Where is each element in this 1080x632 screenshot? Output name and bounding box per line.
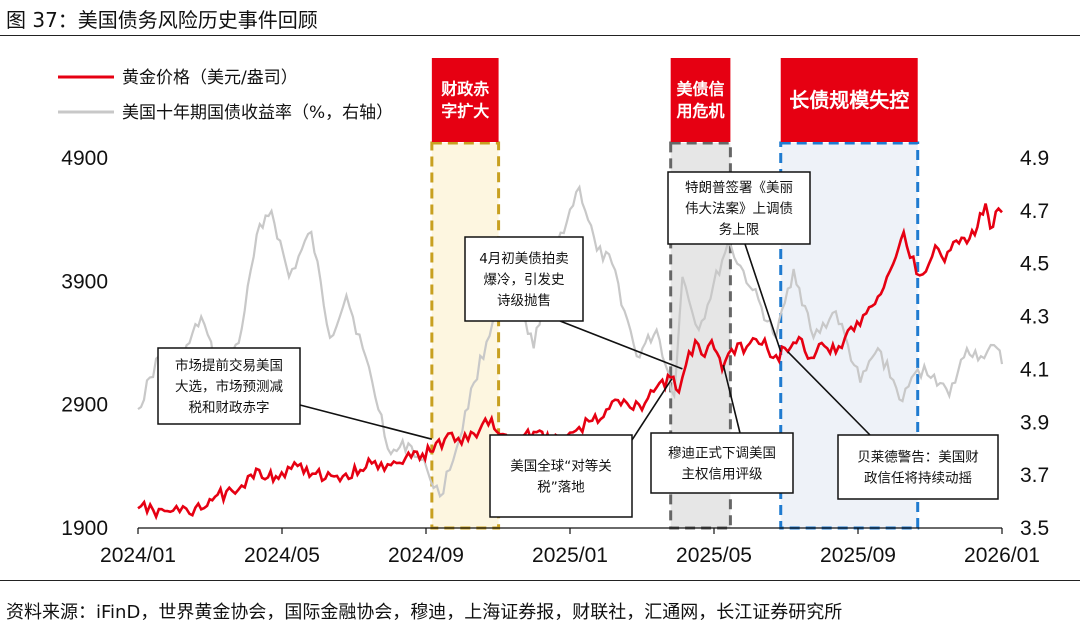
annotation-6: 贝莱德警告：美国财政信任将持续动摇 [837, 434, 999, 500]
source-note: 资料来源：iFinD，世界黄金协会，国际金融协会，穆迪，上海证券报，财联社，汇通… [6, 602, 843, 623]
title-rule [0, 35, 1080, 36]
event-label-3: 长债规模失控 [789, 88, 909, 112]
left-tick-label: 3900 [61, 270, 108, 293]
x-tick-label: 2025/05 [676, 544, 752, 567]
left-tick-label: 4900 [61, 147, 108, 170]
annotation-box-6 [837, 434, 999, 500]
annotation-leader-5 [744, 243, 782, 352]
annotation-text-4: 穆迪正式下调美国主权信用评级 [668, 446, 776, 483]
x-tick-label: 2024/09 [388, 544, 464, 567]
right-tick-label: 4.9 [1020, 147, 1049, 170]
source-rule [0, 580, 1080, 581]
event-label-box-3 [780, 58, 918, 142]
treasury-yield-line [137, 184, 1004, 499]
left-axis-ticks: 4900 3900 2900 1900 [61, 147, 108, 540]
x-tick-label: 2026/01 [964, 544, 1040, 567]
annotation-text-5: 特朗普签署《美丽伟大法案》上调债务上限 [685, 179, 793, 238]
event-label-box-1 [431, 58, 499, 142]
annotation-box-3 [489, 434, 633, 518]
x-tick-label: 2025/01 [532, 544, 608, 567]
right-tick-label: 4.7 [1020, 200, 1049, 223]
annotation-4: 穆迪正式下调美国主权信用评级 [650, 432, 794, 494]
right-tick-label: 3.5 [1020, 517, 1049, 540]
annotation-box-1 [157, 347, 301, 425]
legend: 黄金价格（美元/盎司） 美国十年期国债收益率（%，右轴） [58, 68, 393, 123]
right-tick-label: 3.7 [1020, 464, 1049, 487]
annotation-leader-2 [559, 320, 683, 370]
legend-label-yield: 美国十年期国债收益率（%，右轴） [122, 103, 393, 123]
annotation-text-6: 贝莱德警告：美国财政信任将持续动摇 [857, 450, 979, 487]
annotation-text-2: 4月初美债拍卖爆冷，引发史诗级抛售 [479, 250, 569, 309]
annotation-leader-3 [631, 378, 673, 441]
event-label-box-2 [670, 58, 731, 142]
annotation-box-4 [650, 432, 794, 494]
annotation-leaders [299, 243, 871, 441]
x-tick-label: 2024/05 [244, 544, 320, 567]
right-tick-label: 4.3 [1020, 306, 1049, 329]
gold-price-line [137, 203, 1003, 521]
annotation-box-2 [464, 236, 584, 322]
annotation-5: 特朗普签署《美丽伟大法案》上调债务上限 [667, 171, 811, 245]
left-tick-label: 1900 [61, 517, 108, 540]
right-axis-ticks: 4.9 4.7 4.5 4.3 4.1 3.9 3.7 3.5 [1020, 147, 1049, 540]
annotation-leader-6 [787, 351, 871, 436]
left-tick-label: 2900 [61, 394, 108, 417]
legend-label-gold: 黄金价格（美元/盎司） [122, 68, 298, 88]
event-band-1 [430, 141, 501, 530]
gold-yield-chart: 财政赤字扩大 美债信用危机 长债规模失控 2024/01 2024/05 2024/09… [58, 58, 1049, 567]
right-tick-label: 4.5 [1020, 253, 1049, 276]
annotation-box-5 [667, 171, 811, 245]
event-label-2: 美债信用危机 [677, 80, 725, 121]
x-tick-label: 2024/01 [100, 544, 176, 567]
annotation-leader-4 [722, 365, 741, 434]
annotation-2: 4月初美债拍卖爆冷，引发史诗级抛售 [464, 236, 584, 322]
figure-title: 图 37：美国债务风险历史事件回顾 [6, 8, 318, 32]
event-label-1: 财政赤字扩大 [440, 80, 489, 121]
annotation-leader-1 [299, 404, 433, 440]
annotation-text-1: 市场提前交易美国大选，市场预测减税和财政赤字 [175, 357, 283, 416]
annotation-1: 市场提前交易美国大选，市场预测减税和财政赤字 [157, 347, 301, 425]
annotations: 市场提前交易美国大选，市场预测减税和财政赤字 4月初美债拍卖爆冷，引发史诗级抛售美… [157, 171, 999, 518]
annotation-text-3: 美国全球“对等关税”落地 [510, 458, 612, 496]
right-tick-label: 3.9 [1020, 411, 1049, 434]
x-tick-label: 2025/09 [820, 544, 896, 567]
right-tick-label: 4.1 [1020, 358, 1049, 381]
annotation-3: 美国全球“对等关税”落地 [489, 434, 633, 518]
x-axis-ticks: 2024/01 2024/05 2024/09 2025/01 2025/05 2025/… [100, 528, 1040, 567]
